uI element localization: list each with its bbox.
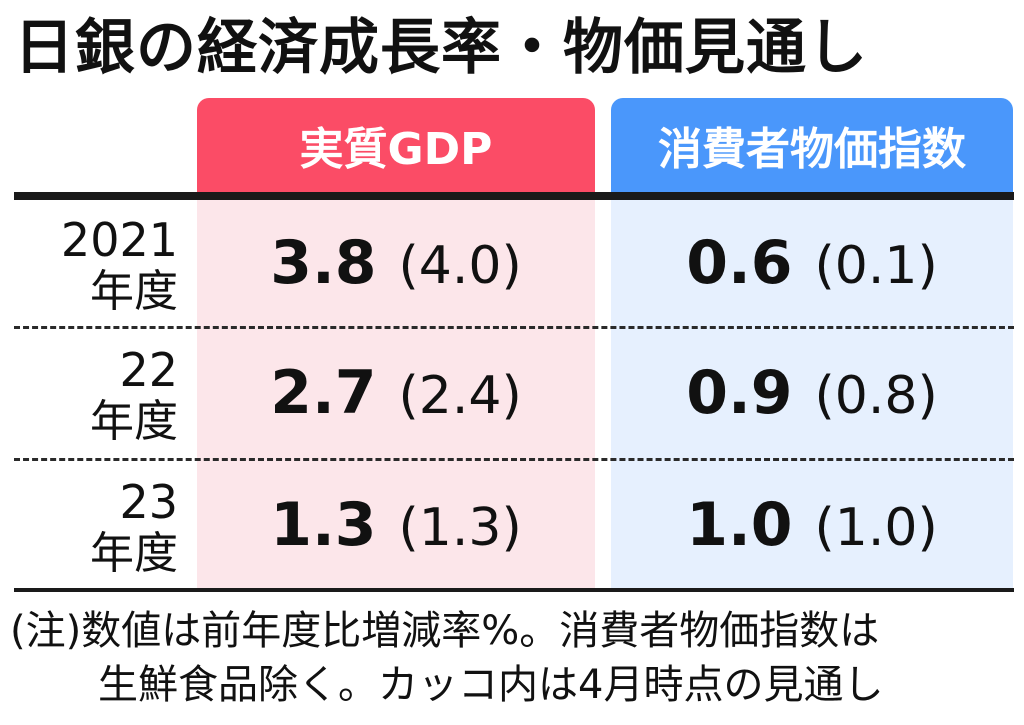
year-label: 2021 年度 bbox=[61, 214, 178, 318]
cpi-previous-value: (1.0) bbox=[814, 498, 938, 558]
year-number: 2021 bbox=[60, 213, 178, 267]
row-divider bbox=[14, 458, 1014, 461]
cpi-cell: 1.0 (1.0) bbox=[611, 490, 1013, 560]
year-label: 23 年度 bbox=[90, 476, 178, 580]
footnote: (注)数値は前年度比増減率%。消費者物価指数は 生鮮食品除く。カッコ内は4月時点… bbox=[10, 604, 1018, 712]
header-rule bbox=[14, 192, 1014, 200]
cpi-value: 1.0 bbox=[686, 490, 793, 560]
gdp-previous-value: (1.3) bbox=[398, 498, 522, 558]
cpi-cell: 0.9 (0.8) bbox=[611, 358, 1013, 428]
gdp-cell: 1.3 (1.3) bbox=[197, 490, 595, 560]
cpi-previous-value: (0.8) bbox=[814, 366, 938, 426]
year-label: 22 年度 bbox=[90, 344, 178, 448]
table-row: 22 年度 2.7 (2.4) 0.9 (0.8) bbox=[14, 330, 1014, 458]
year-number: 22 bbox=[119, 343, 178, 397]
cpi-column: 消費者物価指数 bbox=[611, 98, 1013, 590]
year-unit: 年度 bbox=[90, 266, 178, 317]
cpi-column-header: 消費者物価指数 bbox=[611, 98, 1013, 192]
gdp-cell: 2.7 (2.4) bbox=[197, 358, 595, 428]
gdp-previous-value: (4.0) bbox=[398, 236, 522, 296]
gdp-column: 実質GDP bbox=[197, 98, 595, 590]
gdp-value: 3.8 bbox=[270, 228, 377, 298]
gdp-value: 2.7 bbox=[270, 358, 377, 428]
cpi-value: 0.9 bbox=[686, 358, 793, 428]
row-divider bbox=[14, 326, 1014, 329]
table-row: 23 年度 1.3 (1.3) 1.0 (1.0) bbox=[14, 462, 1014, 590]
gdp-column-header: 実質GDP bbox=[197, 98, 595, 192]
cpi-value: 0.6 bbox=[686, 228, 793, 298]
gdp-value: 1.3 bbox=[270, 490, 377, 560]
chart-title: 日銀の経済成長率・物価見通し bbox=[14, 13, 868, 83]
footnote-line-1: (注)数値は前年度比増減率%。消費者物価指数は bbox=[10, 608, 880, 654]
year-unit: 年度 bbox=[90, 396, 178, 447]
footnote-line-2: 生鮮食品除く。カッコ内は4月時点の見通し bbox=[98, 662, 884, 708]
gdp-previous-value: (2.4) bbox=[398, 366, 522, 426]
cpi-cell: 0.6 (0.1) bbox=[611, 228, 1013, 298]
table-row: 2021 年度 3.8 (4.0) 0.6 (0.1) bbox=[14, 200, 1014, 328]
year-number: 23 bbox=[119, 475, 178, 529]
cpi-previous-value: (0.1) bbox=[814, 236, 938, 296]
table-bottom-rule bbox=[14, 588, 1014, 592]
year-unit: 年度 bbox=[90, 528, 178, 579]
gdp-cell: 3.8 (4.0) bbox=[197, 228, 595, 298]
